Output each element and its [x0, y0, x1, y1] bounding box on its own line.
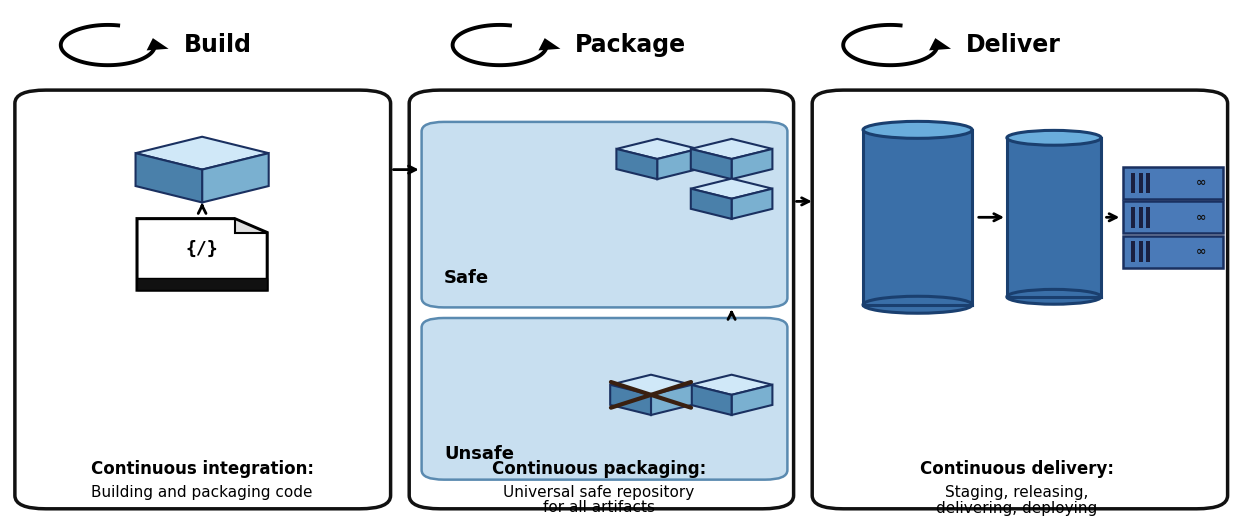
Text: Safe: Safe — [444, 269, 489, 287]
Bar — [1123, 236, 1223, 268]
Bar — [1007, 138, 1101, 297]
Text: ∞: ∞ — [1195, 211, 1207, 224]
Bar — [1146, 207, 1151, 228]
FancyBboxPatch shape — [15, 90, 391, 509]
Ellipse shape — [1007, 289, 1101, 304]
Polygon shape — [138, 218, 268, 290]
Bar — [1131, 207, 1136, 228]
Polygon shape — [616, 149, 657, 179]
FancyBboxPatch shape — [422, 318, 787, 480]
Polygon shape — [135, 153, 202, 202]
Text: Building and packaging code: Building and packaging code — [92, 485, 312, 500]
Text: Unsafe: Unsafe — [444, 445, 513, 463]
Polygon shape — [732, 149, 773, 179]
Text: Deliver: Deliver — [966, 33, 1061, 57]
Text: delivering, deploying: delivering, deploying — [936, 501, 1097, 516]
Text: for all artifacts: for all artifacts — [543, 500, 655, 515]
Bar — [1138, 207, 1143, 228]
Text: ∞: ∞ — [1195, 245, 1207, 258]
Bar — [1131, 242, 1136, 262]
Bar — [1123, 201, 1223, 233]
Bar — [1131, 173, 1136, 193]
Bar — [1138, 242, 1143, 262]
Polygon shape — [135, 137, 269, 170]
Polygon shape — [610, 385, 651, 415]
Polygon shape — [929, 38, 951, 50]
Polygon shape — [691, 375, 773, 395]
Bar — [138, 278, 268, 290]
Polygon shape — [657, 149, 698, 179]
Text: Continuous delivery:: Continuous delivery: — [920, 460, 1114, 478]
FancyBboxPatch shape — [812, 90, 1228, 509]
Ellipse shape — [863, 121, 972, 138]
Polygon shape — [691, 189, 732, 219]
Text: ∞: ∞ — [1195, 176, 1207, 189]
Ellipse shape — [1007, 130, 1101, 145]
Text: Universal safe repository: Universal safe repository — [503, 485, 694, 500]
Polygon shape — [691, 139, 773, 159]
FancyBboxPatch shape — [422, 122, 787, 307]
Text: Staging, releasing,: Staging, releasing, — [945, 485, 1089, 500]
Polygon shape — [616, 139, 698, 159]
Bar — [1138, 173, 1143, 193]
Ellipse shape — [863, 296, 972, 313]
Polygon shape — [234, 218, 268, 233]
Text: Continuous packaging:: Continuous packaging: — [492, 460, 706, 478]
Polygon shape — [691, 149, 732, 179]
Polygon shape — [202, 153, 269, 202]
Bar — [1146, 242, 1151, 262]
Polygon shape — [732, 189, 773, 219]
Bar — [1123, 167, 1223, 199]
Polygon shape — [538, 38, 560, 50]
Polygon shape — [691, 179, 773, 199]
Polygon shape — [732, 385, 773, 415]
Polygon shape — [146, 38, 169, 50]
Text: Build: Build — [184, 33, 252, 57]
Polygon shape — [651, 385, 692, 415]
Text: Package: Package — [575, 33, 687, 57]
FancyBboxPatch shape — [409, 90, 794, 509]
Text: Continuous integration:: Continuous integration: — [91, 460, 314, 478]
Bar — [863, 130, 972, 305]
Polygon shape — [691, 385, 732, 415]
Bar — [1146, 173, 1151, 193]
Polygon shape — [610, 375, 692, 395]
Text: {/}: {/} — [186, 241, 218, 259]
